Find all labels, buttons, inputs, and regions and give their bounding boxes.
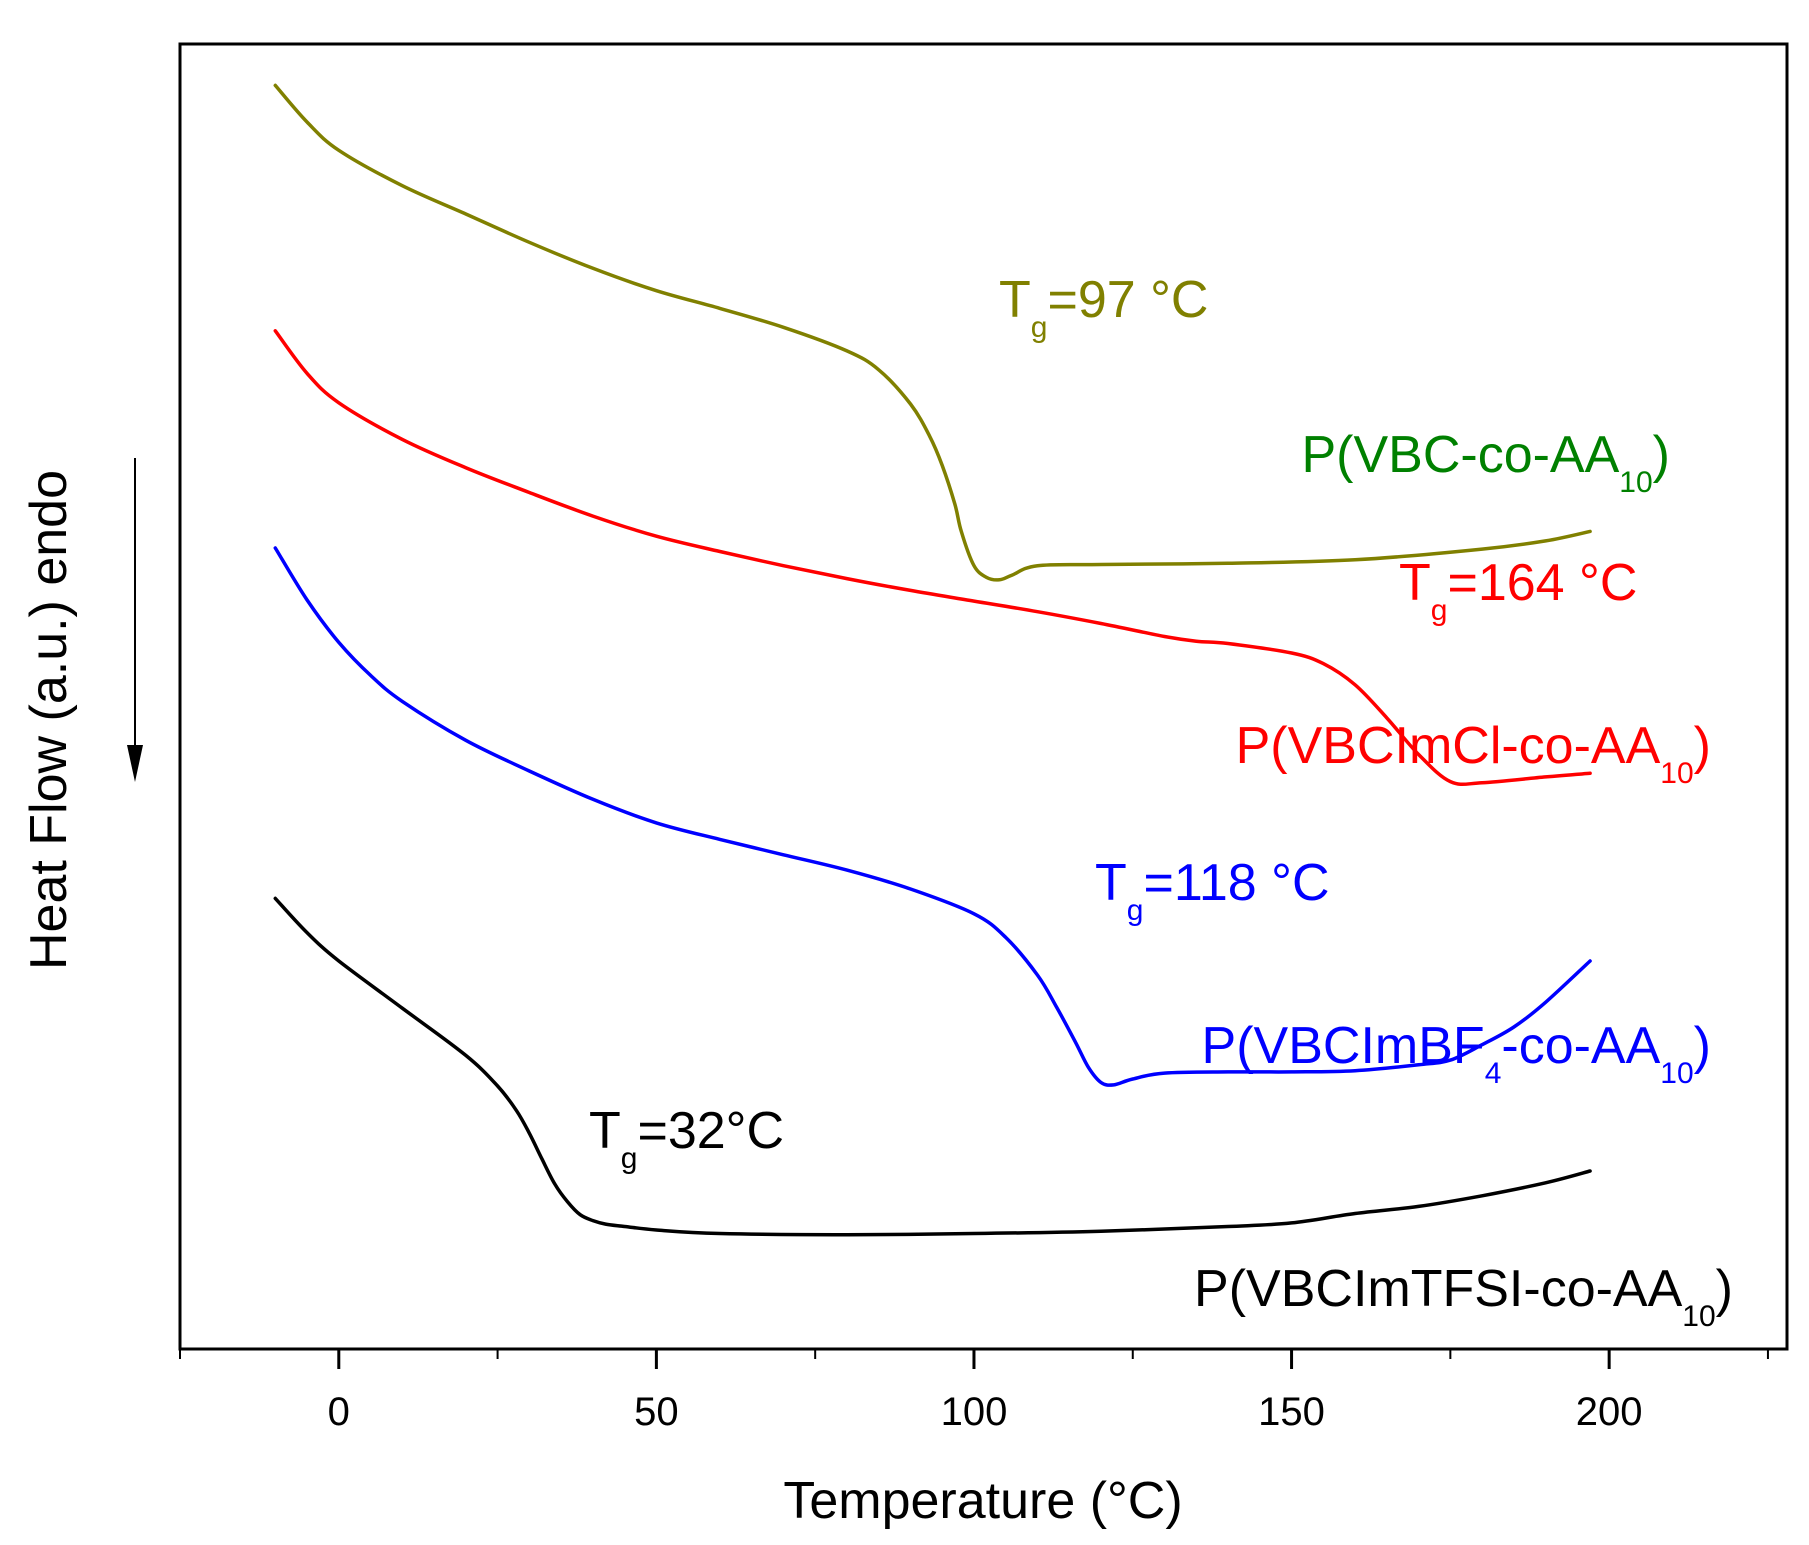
- arrow-head: [127, 745, 143, 782]
- x-tick-label-0: 0: [328, 1390, 350, 1434]
- series-name-vbcimtfsi: P(VBCImTFSI-co-AA10): [1194, 1260, 1733, 1333]
- x-tick-label-100: 100: [941, 1390, 1008, 1434]
- series-name-vbc: P(VBC-co-AA10): [1301, 426, 1670, 499]
- x-tick-labels: 0 50 100 150 200: [328, 1390, 1643, 1434]
- tg-label-vbcimcl: Tg=164 °C: [1399, 554, 1637, 627]
- series-line-vbcimcl: [273, 329, 1592, 787]
- x-tick-label-50: 50: [634, 1390, 679, 1434]
- x-tick-label-150: 150: [1258, 1390, 1325, 1434]
- y-axis-label: Heat Flow (a.u.) endo: [20, 470, 78, 970]
- series-name-vbcimbf4: P(VBCImBF4-co-AA10): [1202, 1017, 1711, 1090]
- tg-label-vbcimtfsi: Tg=32°C: [589, 1102, 784, 1175]
- series-line-vbcimtfsi: [273, 896, 1592, 1237]
- x-axis-label: Temperature (°C): [783, 1472, 1182, 1530]
- endo-direction-arrow: [127, 458, 143, 782]
- series-layer: [273, 83, 1592, 1237]
- tg-label-vbcimbf4: Tg=118 °C: [1095, 854, 1330, 927]
- tg-label-vbc: Tg=97 °C: [999, 271, 1208, 344]
- x-major-ticks: [337, 1349, 1611, 1369]
- x-minor-ticks: [179, 1349, 1769, 1359]
- plot-frame: [178, 42, 1789, 1351]
- annotations-layer: P(VBC-co-AA10) Tg=97 °C P(VBCImCl-co-AA10)…: [589, 271, 1733, 1333]
- x-tick-label-200: 200: [1576, 1390, 1643, 1434]
- series-line-vbcimbf4: [273, 546, 1592, 1087]
- series-name-vbcimcl: P(VBCImCl-co-AA10): [1236, 717, 1711, 790]
- series-line-vbc: [273, 83, 1592, 582]
